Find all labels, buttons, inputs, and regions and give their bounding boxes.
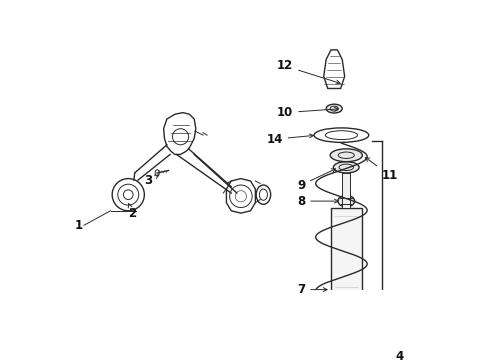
Text: 6: 6 xyxy=(0,359,1,360)
Text: 1: 1 xyxy=(74,219,82,232)
Text: 8: 8 xyxy=(296,195,338,208)
Text: 2: 2 xyxy=(128,203,136,220)
Text: 3: 3 xyxy=(144,175,159,188)
FancyBboxPatch shape xyxy=(342,173,349,207)
Text: 13: 13 xyxy=(0,359,1,360)
Text: 15: 15 xyxy=(0,359,1,360)
Ellipse shape xyxy=(329,149,362,162)
Text: 4: 4 xyxy=(394,350,403,360)
Text: 7: 7 xyxy=(297,283,326,296)
Ellipse shape xyxy=(325,104,342,113)
Ellipse shape xyxy=(333,162,358,173)
Text: 9: 9 xyxy=(296,169,335,192)
Text: 12: 12 xyxy=(276,59,340,84)
Text: 5: 5 xyxy=(0,359,1,360)
Ellipse shape xyxy=(337,195,354,207)
Text: 11: 11 xyxy=(365,158,397,182)
FancyBboxPatch shape xyxy=(330,207,361,360)
Text: 10: 10 xyxy=(276,106,338,119)
Text: 14: 14 xyxy=(266,133,313,146)
